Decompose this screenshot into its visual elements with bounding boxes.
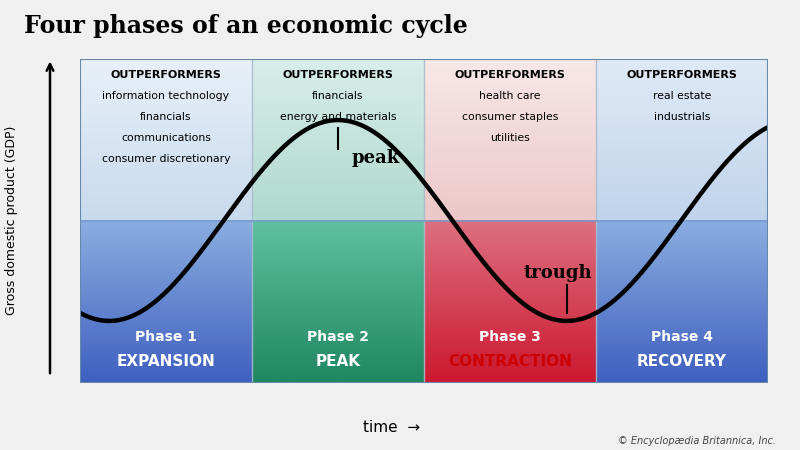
Text: Four phases of an economic cycle: Four phases of an economic cycle	[24, 14, 468, 37]
Text: trough: trough	[524, 264, 593, 282]
Text: © Encyclopædia Britannica, Inc.: © Encyclopædia Britannica, Inc.	[618, 436, 776, 446]
Text: financials: financials	[312, 91, 364, 101]
Text: CONTRACTION: CONTRACTION	[448, 354, 572, 369]
Text: Phase 4: Phase 4	[651, 330, 713, 344]
Text: Phase 2: Phase 2	[307, 330, 369, 344]
Text: time  →: time →	[363, 420, 421, 435]
Text: energy and materials: energy and materials	[280, 112, 396, 122]
Text: consumer discretionary: consumer discretionary	[102, 154, 230, 164]
Text: utilities: utilities	[490, 133, 530, 143]
Text: PEAK: PEAK	[315, 354, 361, 369]
Text: communications: communications	[121, 133, 211, 143]
Text: EXPANSION: EXPANSION	[117, 354, 215, 369]
Text: Gross domestic product (GDP): Gross domestic product (GDP)	[6, 126, 18, 315]
Text: industrials: industrials	[654, 112, 710, 122]
Text: consumer staples: consumer staples	[462, 112, 558, 122]
Text: RECOVERY: RECOVERY	[637, 354, 727, 369]
Text: Phase 3: Phase 3	[479, 330, 541, 344]
Text: information technology: information technology	[102, 91, 230, 101]
Text: financials: financials	[140, 112, 192, 122]
Text: real estate: real estate	[653, 91, 711, 101]
Text: Phase 1: Phase 1	[135, 330, 197, 344]
Text: OUTPERFORMERS: OUTPERFORMERS	[454, 70, 566, 80]
Text: OUTPERFORMERS: OUTPERFORMERS	[282, 70, 394, 80]
Text: OUTPERFORMERS: OUTPERFORMERS	[626, 70, 738, 80]
Text: health care: health care	[479, 91, 541, 101]
Text: peak: peak	[352, 149, 400, 167]
Text: OUTPERFORMERS: OUTPERFORMERS	[110, 70, 222, 80]
